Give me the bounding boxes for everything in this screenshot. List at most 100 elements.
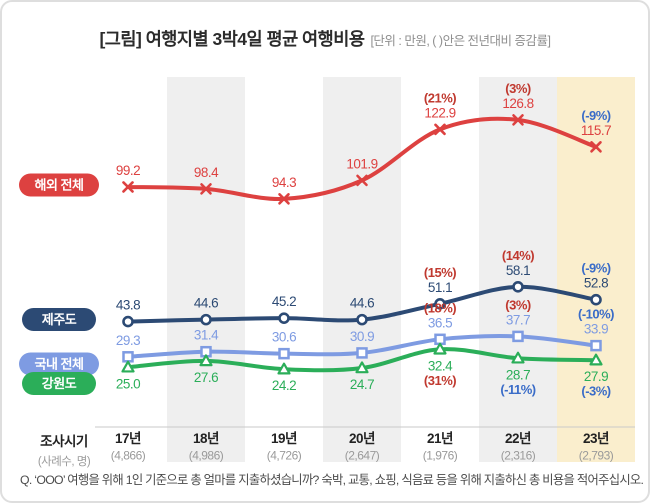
value-label-domestic-total-19년: 30.6 [272, 330, 296, 345]
legend-label-domestic-total: 국내 전체 [35, 357, 84, 372]
marker-triangle-gangwon [589, 353, 603, 366]
pct-label-gangwon-23년: (-3%) [581, 384, 610, 399]
value-label-overseas-total-22년: 126.8 [502, 96, 533, 111]
value-label-domestic-total-18년: 31.4 [194, 328, 219, 343]
value-label-overseas-total-19년: 94.3 [272, 175, 296, 190]
marker-x-overseas-total [356, 174, 368, 187]
marker-x-overseas-total [200, 183, 212, 195]
marker-circle-jeju [512, 281, 524, 293]
pct-label-domestic-total-23년: (-10%) [578, 307, 614, 322]
chart-title: [그림] 여행지별 3박4일 평균 여행비용 [99, 29, 365, 49]
value-label-overseas-total-17년: 99.2 [116, 163, 140, 178]
year-label: 17년 [115, 431, 141, 446]
marker-square-domestic-total [122, 351, 134, 363]
year-label: 23년 [583, 431, 609, 446]
marker-triangle-gangwon [277, 362, 291, 375]
pct-label-jeju-21년: (15%) [424, 265, 456, 280]
legend-label-gangwon: 강원도 [42, 376, 77, 391]
sample-count-label: (4,726) [267, 449, 302, 463]
value-label-domestic-total-22년: 37.7 [506, 312, 530, 327]
sample-count-label: (2,793) [579, 449, 614, 463]
sample-count-label: (2,316) [501, 449, 536, 463]
pct-label-overseas-total-21년: (21%) [424, 90, 456, 105]
marker-triangle-gangwon [511, 351, 525, 364]
title-row: [그림] 여행지별 3박4일 평균 여행비용 [단위 : 만원, ( )안은 전년… [2, 26, 648, 51]
value-label-overseas-total-23년: 115.7 [581, 123, 611, 138]
value-label-gangwon-23년: 27.9 [584, 369, 608, 384]
pct-label-gangwon-22년: (-11%) [500, 382, 535, 397]
marker-circle-jeju [590, 293, 602, 306]
sample-count-label: (1,976) [423, 449, 458, 463]
value-label-jeju-21년: 51.1 [428, 280, 452, 295]
axis-header-title: 조사시기 [40, 434, 88, 449]
pct-label-jeju-23년: (-9%) [581, 261, 610, 276]
sample-count-label: (4,866) [111, 449, 146, 463]
value-label-domestic-total-17년: 29.3 [116, 333, 140, 348]
marker-circle-jeju [356, 313, 368, 326]
year-label: 21년 [427, 431, 453, 446]
legend-label-jeju: 제주도 [42, 312, 77, 327]
value-label-gangwon-20년: 24.7 [350, 377, 374, 392]
value-label-jeju-20년: 44.6 [350, 296, 374, 311]
axis-header-subtitle: (사례수, 명) [37, 456, 91, 468]
value-label-gangwon-17년: 25.0 [116, 376, 140, 391]
pct-label-domestic-total-21년: (18%) [424, 300, 456, 315]
value-label-jeju-23년: 52.8 [584, 276, 608, 291]
highlight-band-22년 [479, 77, 557, 462]
legend-pill-gangwon [22, 372, 96, 395]
pct-label-domestic-total-22년: (3%) [505, 297, 531, 312]
legend-label-overseas-total: 해외 전체 [35, 178, 84, 193]
year-label: 22년 [505, 431, 531, 446]
survey-question: Q. ‘OOO’ 여행을 위해 1인 기준으로 총 얼마를 지출하셨습니까? 숙… [20, 473, 644, 487]
pct-label-overseas-total-22년: (3%) [505, 81, 531, 96]
value-label-jeju-17년: 43.8 [116, 298, 140, 313]
marker-square-domestic-total [356, 347, 368, 359]
highlight-band-20년 [323, 77, 401, 462]
value-label-gangwon-22년: 28.7 [506, 367, 530, 382]
marker-circle-jeju [434, 298, 446, 310]
marker-square-domestic-total [434, 333, 446, 346]
marker-x-overseas-total [122, 181, 134, 193]
year-label: 20년 [349, 431, 375, 446]
axis-header: 조사시기 (사례수, 명) [21, 430, 107, 469]
legend-pill-jeju [22, 308, 96, 331]
value-label-gangwon-18년: 27.6 [194, 370, 218, 385]
marker-triangle-gangwon [355, 361, 369, 374]
value-label-domestic-total-21년: 36.5 [428, 315, 452, 330]
marker-circle-jeju [200, 313, 212, 326]
marker-x-overseas-total [590, 141, 602, 153]
marker-x-overseas-total [278, 193, 290, 205]
pct-label-jeju-22년: (14%) [502, 248, 534, 263]
value-label-overseas-total-18년: 98.4 [194, 165, 219, 180]
marker-x-overseas-total [512, 114, 524, 126]
highlight-band-current-23년 [557, 77, 635, 462]
marker-square-domestic-total [278, 347, 290, 360]
value-label-jeju-19년: 45.2 [272, 294, 296, 309]
chart-unit-note: [단위 : 만원, ( )안은 전년대비 증감률] [370, 34, 551, 48]
year-label: 18년 [193, 431, 219, 446]
marker-circle-jeju [122, 315, 134, 328]
value-label-jeju-22년: 58.1 [506, 263, 530, 278]
marker-circle-jeju [278, 312, 290, 324]
highlight-band-18년 [167, 77, 245, 462]
value-label-overseas-total-20년: 101.9 [346, 156, 377, 171]
year-label: 19년 [271, 431, 297, 446]
marker-square-domestic-total [512, 330, 524, 343]
value-label-jeju-18년: 44.6 [194, 296, 218, 311]
marker-triangle-gangwon [199, 354, 213, 367]
value-label-domestic-total-23년: 33.9 [584, 322, 608, 337]
marker-square-domestic-total [590, 339, 602, 352]
sample-count-label: (4,986) [189, 449, 224, 463]
legend-pill-overseas-total [19, 173, 99, 197]
pct-label-gangwon-21년: (31%) [424, 373, 456, 388]
sample-count-label: (2,647) [345, 449, 380, 463]
marker-triangle-gangwon [121, 360, 135, 373]
marker-x-overseas-total [434, 123, 446, 136]
marker-triangle-gangwon [433, 342, 447, 355]
value-label-domestic-total-20년: 30.9 [350, 329, 374, 344]
value-label-gangwon-21년: 32.4 [428, 358, 453, 373]
value-label-gangwon-19년: 24.2 [272, 378, 296, 393]
value-label-overseas-total-21년: 122.9 [424, 105, 455, 120]
